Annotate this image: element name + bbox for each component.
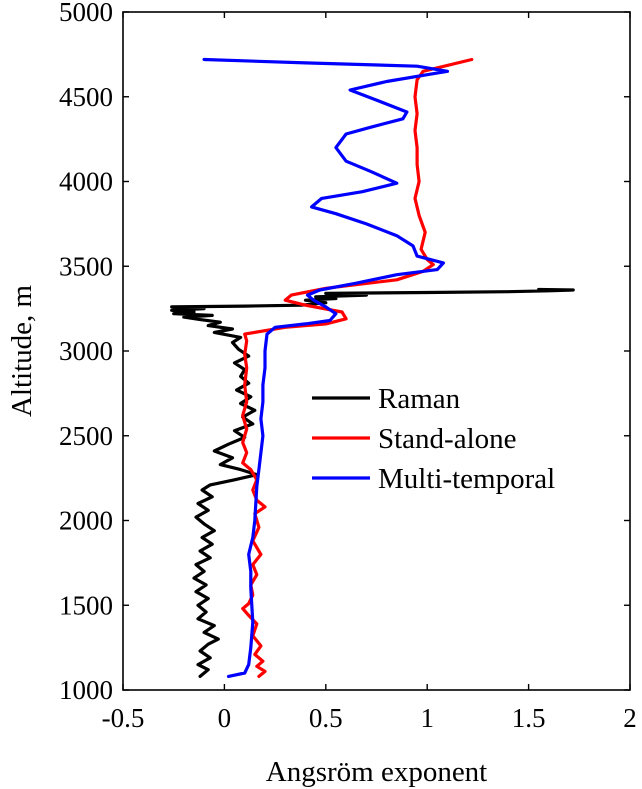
y-tick-label: 4500 (59, 82, 113, 112)
x-tick-label: -0.5 (102, 703, 145, 733)
y-tick-label: 1500 (59, 590, 113, 620)
y-axis-label: Altitude, m (6, 285, 38, 418)
legend-label-multi-temporal: Multi-temporal (378, 463, 555, 495)
x-tick-label: 2 (623, 703, 637, 733)
y-tick-label: 2000 (59, 506, 113, 536)
legend-label-raman: Raman (378, 383, 461, 415)
x-tick-label: 0.5 (309, 703, 343, 733)
series-line-multi-temporal (202, 57, 450, 678)
y-tick-label: 5000 (59, 0, 113, 27)
axes (122, 11, 631, 691)
legend-label-stand-alone: Stand-alone (378, 423, 517, 455)
legend: Raman Stand-alone Multi-temporal (312, 383, 555, 495)
y-tick-label: 3500 (59, 251, 113, 281)
x-tick-label: 0 (218, 703, 232, 733)
tick-labels: -0.5 0 0.5 1 1.5 2 1000 1500 2000 2500 3000 3500 400… (59, 0, 637, 733)
series-line-stand-alone (241, 57, 474, 678)
y-tick-label: 3000 (59, 336, 113, 366)
y-tick-label: 4000 (59, 167, 113, 197)
x-tick-label: 1 (420, 703, 434, 733)
x-axis-label: Angsröm exponent (266, 756, 488, 788)
plot-lines (170, 57, 575, 678)
y-tick-label: 1000 (59, 675, 113, 705)
y-tick-label: 2500 (59, 421, 113, 451)
x-tick-label: 1.5 (512, 703, 546, 733)
series-line-raman (170, 287, 575, 678)
